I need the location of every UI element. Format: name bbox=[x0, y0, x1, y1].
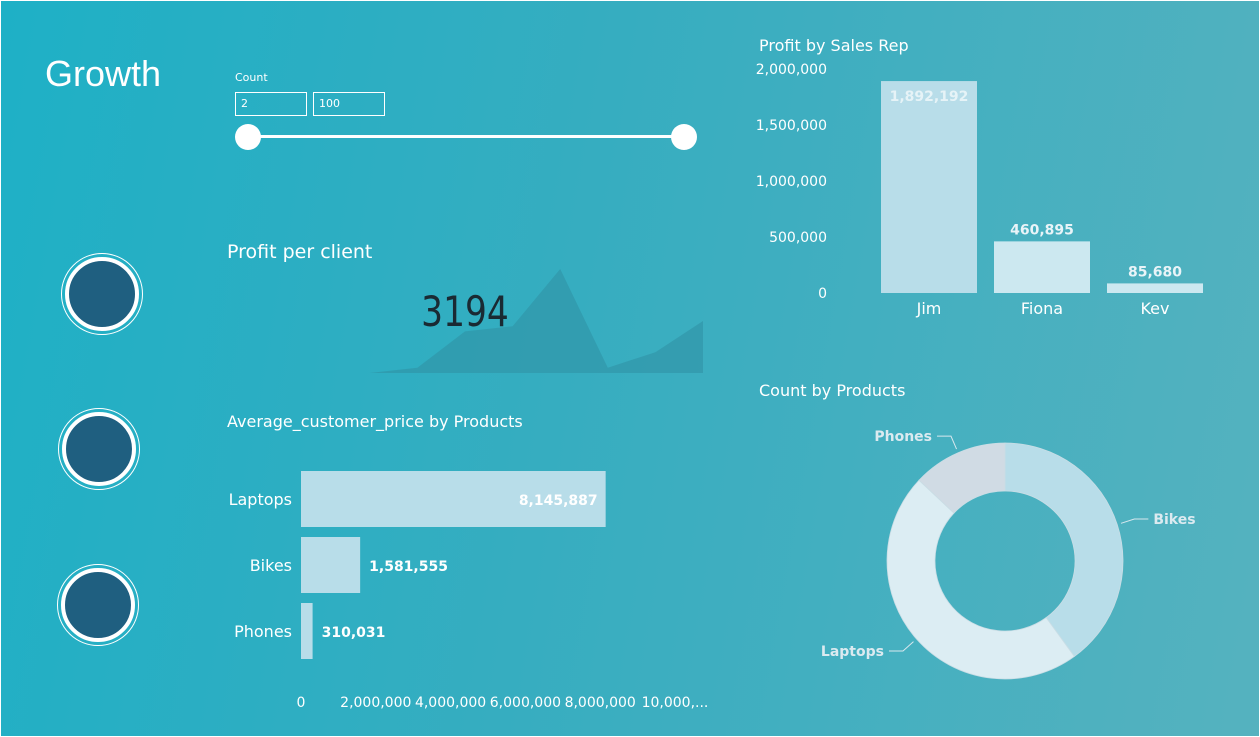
sales-rep-chart-title: Profit by Sales Rep bbox=[759, 36, 909, 55]
circle-button-2-core bbox=[62, 412, 136, 486]
circle-button-3[interactable] bbox=[57, 564, 139, 646]
data-label-laptops: 8,145,887 bbox=[519, 493, 598, 509]
avg-price-chart-title: Average_customer_price by Products bbox=[227, 412, 523, 431]
sales-rep-chart: 0 500,000 1,000,000 1,500,000 2,000,000 1,892… bbox=[756, 62, 1203, 318]
category-label-fiona: Fiona bbox=[1021, 299, 1063, 318]
kpi-value: 3194 bbox=[421, 287, 509, 336]
y-tick-label: 1,500,000 bbox=[756, 118, 827, 134]
x-tick-label: 4,000,000 bbox=[415, 695, 486, 711]
x-tick-label: 6,000,000 bbox=[490, 695, 561, 711]
y-tick-label: 500,000 bbox=[769, 230, 827, 246]
circle-button-1-core bbox=[65, 257, 139, 331]
x-tick-label: 2,000,000 bbox=[340, 695, 411, 711]
data-label-kev: 85,680 bbox=[1128, 264, 1182, 280]
category-label-phones: Phones bbox=[234, 622, 292, 641]
bar-bikes bbox=[301, 537, 361, 593]
bar-fiona bbox=[994, 241, 1090, 293]
data-label-fiona: 460,895 bbox=[1010, 222, 1074, 238]
x-tick-label: 8,000,000 bbox=[565, 695, 636, 711]
donut-label-bikes: Bikes bbox=[1153, 512, 1195, 528]
data-label-bikes: 1,581,555 bbox=[369, 559, 448, 575]
bar-kev bbox=[1107, 283, 1203, 293]
category-label-jim: Jim bbox=[916, 299, 942, 318]
range-min-input[interactable]: 2 bbox=[235, 92, 307, 116]
y-tick-label: 0 bbox=[818, 286, 827, 302]
donut-slice-phones bbox=[918, 442, 1006, 514]
range-max-input[interactable]: 100 bbox=[313, 92, 385, 116]
bar-jim bbox=[881, 81, 977, 293]
page-title: Growth bbox=[45, 53, 162, 94]
products-donut-chart: Bikes Laptops Phones bbox=[821, 429, 1196, 680]
sparkline-area bbox=[227, 269, 703, 373]
data-label-phones: 310,031 bbox=[322, 625, 386, 641]
circle-button-2[interactable] bbox=[58, 408, 140, 490]
donut-label-phones: Phones bbox=[874, 429, 932, 445]
donut-slice-laptops bbox=[886, 479, 1075, 680]
kpi-title: Profit per client bbox=[227, 241, 373, 263]
slicer-label: Count bbox=[235, 71, 268, 84]
avg-price-chart: Laptops 8,145,887 Bikes 1,581,555 Phones 310,… bbox=[229, 471, 709, 711]
donut-label-laptops: Laptops bbox=[821, 644, 884, 660]
category-label-bikes: Bikes bbox=[250, 556, 292, 575]
kpi-sparkline bbox=[227, 269, 703, 373]
slider-track[interactable] bbox=[247, 135, 685, 138]
bar-laptops bbox=[301, 471, 606, 527]
donut-slice-bikes bbox=[1004, 442, 1124, 658]
slider-handle-min[interactable] bbox=[235, 124, 261, 150]
circle-button-1[interactable] bbox=[61, 253, 143, 335]
slider-handle-max[interactable] bbox=[671, 124, 697, 150]
products-donut-title: Count by Products bbox=[759, 381, 906, 400]
donut-leader-laptops bbox=[888, 641, 914, 652]
y-tick-label: 1,000,000 bbox=[756, 174, 827, 190]
y-tick-label: 2,000,000 bbox=[756, 62, 827, 78]
donut-leader-phones bbox=[936, 435, 958, 450]
bar-phones bbox=[301, 603, 313, 659]
data-label-jim: 1,892,192 bbox=[890, 89, 969, 105]
x-tick-label: 10,000,... bbox=[642, 695, 709, 711]
donut-leader-bikes bbox=[1120, 518, 1149, 524]
category-label-kev: Kev bbox=[1140, 299, 1169, 318]
x-tick-label: 0 bbox=[297, 695, 306, 711]
category-label-laptops: Laptops bbox=[229, 490, 292, 509]
circle-button-3-core bbox=[61, 568, 135, 642]
